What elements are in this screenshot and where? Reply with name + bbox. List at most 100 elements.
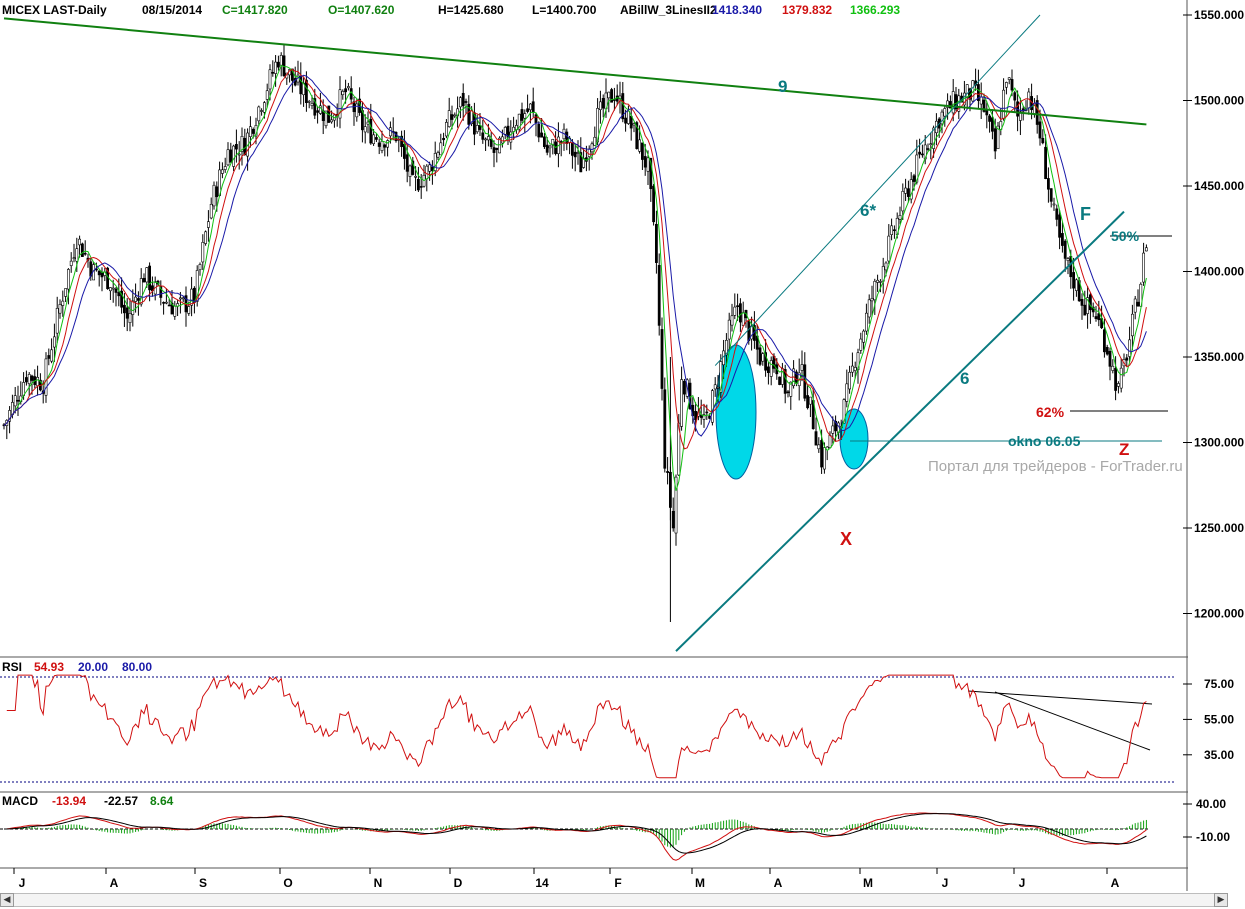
candle bbox=[458, 96, 462, 119]
macd-value: -13.94 bbox=[52, 794, 86, 808]
candle bbox=[615, 84, 619, 106]
macd-tick-label: -10.00 bbox=[1196, 830, 1230, 844]
candle bbox=[240, 127, 244, 166]
price-tick-label: 1450.000 bbox=[1194, 179, 1244, 193]
price-tick-label: 1250.000 bbox=[1194, 521, 1244, 535]
candle bbox=[355, 99, 359, 122]
candle bbox=[666, 457, 670, 485]
candle bbox=[643, 143, 647, 176]
candle bbox=[932, 125, 936, 158]
candle bbox=[778, 376, 782, 386]
rsi-low: 20.00 bbox=[78, 660, 108, 674]
trendline-6* bbox=[714, 14, 1041, 366]
candle bbox=[761, 351, 765, 366]
trendline-label-6star: 6* bbox=[860, 201, 876, 220]
candle bbox=[540, 118, 544, 138]
candle bbox=[733, 293, 737, 320]
time-tick-label: M bbox=[863, 876, 873, 890]
candle bbox=[744, 309, 748, 328]
candle bbox=[873, 278, 877, 315]
candle bbox=[551, 138, 555, 155]
candle bbox=[1128, 326, 1132, 362]
candle bbox=[114, 287, 118, 307]
candle bbox=[629, 107, 633, 141]
candle bbox=[1089, 292, 1092, 324]
candle bbox=[209, 197, 213, 220]
candle bbox=[1016, 90, 1020, 132]
candle bbox=[316, 106, 320, 124]
ma-red-line bbox=[3, 69, 1147, 450]
candle bbox=[195, 265, 199, 307]
candle bbox=[279, 52, 283, 77]
candle bbox=[408, 164, 412, 187]
candle bbox=[657, 253, 661, 336]
time-tick-label: A bbox=[110, 876, 119, 890]
indicator-line1: 1418.340 bbox=[712, 3, 762, 17]
high-value: H=1425.680 bbox=[438, 3, 504, 17]
candle bbox=[400, 130, 404, 157]
candles bbox=[2, 44, 1148, 623]
candle bbox=[44, 352, 48, 403]
macd-axis: 40.00 -10.00 bbox=[1183, 797, 1230, 844]
trendline-9 bbox=[3, 17, 1147, 126]
candle bbox=[52, 323, 56, 362]
rsi-trendline-lower bbox=[994, 691, 1151, 751]
candle bbox=[926, 143, 930, 153]
candle bbox=[27, 372, 31, 396]
candle bbox=[260, 108, 264, 116]
candle bbox=[654, 210, 658, 274]
candle bbox=[111, 279, 115, 303]
rsi-tick-label: 75.00 bbox=[1204, 677, 1234, 691]
candle bbox=[764, 339, 768, 377]
candle bbox=[481, 119, 485, 144]
time-tick-label: F bbox=[614, 876, 621, 890]
candle bbox=[461, 83, 465, 121]
candle bbox=[520, 102, 524, 124]
rsi-line bbox=[6, 674, 1147, 779]
candle bbox=[165, 288, 168, 305]
candle bbox=[131, 289, 135, 327]
candle bbox=[81, 242, 84, 257]
candle bbox=[660, 317, 664, 401]
candle bbox=[713, 377, 717, 397]
close-value: C=1417.820 bbox=[222, 3, 288, 17]
candle bbox=[758, 343, 762, 367]
candle bbox=[64, 288, 68, 302]
candle bbox=[850, 352, 854, 377]
candle bbox=[341, 89, 345, 100]
candle bbox=[680, 366, 684, 431]
candle bbox=[517, 113, 521, 133]
candle bbox=[646, 150, 650, 186]
candle bbox=[817, 437, 821, 453]
candle bbox=[369, 103, 373, 145]
candle bbox=[162, 301, 166, 315]
candle bbox=[450, 105, 454, 130]
rsi-axis: 75.00 55.00 35.00 bbox=[1183, 677, 1234, 762]
scroll-left-button[interactable]: ◀ bbox=[0, 893, 14, 907]
time-tick-label: M bbox=[695, 876, 705, 890]
horizontal-scrollbar[interactable] bbox=[14, 893, 1214, 907]
candle bbox=[999, 108, 1003, 136]
macd-label: MACD bbox=[2, 794, 38, 808]
candle bbox=[276, 55, 280, 71]
ma-blue-line bbox=[3, 74, 1147, 437]
candle bbox=[610, 87, 614, 103]
candle bbox=[16, 385, 20, 417]
candle bbox=[145, 267, 149, 288]
candle bbox=[69, 252, 73, 273]
time-tick-label: S bbox=[199, 876, 207, 890]
candle bbox=[1094, 305, 1098, 322]
candle bbox=[898, 206, 902, 225]
price-tick-label: 1500.000 bbox=[1194, 94, 1244, 108]
candle bbox=[257, 105, 261, 127]
candle bbox=[484, 137, 488, 151]
candle bbox=[904, 178, 908, 201]
candle bbox=[173, 300, 177, 320]
candle bbox=[836, 421, 840, 440]
candle bbox=[1038, 109, 1042, 146]
candle bbox=[229, 142, 233, 163]
candle bbox=[514, 119, 518, 134]
candle bbox=[442, 132, 446, 147]
scroll-right-button[interactable]: ▶ bbox=[1214, 893, 1228, 907]
